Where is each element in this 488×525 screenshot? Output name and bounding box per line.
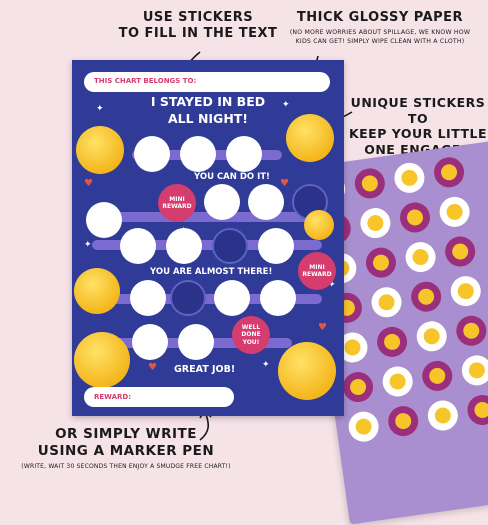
sticker-slot[interactable] <box>226 136 262 172</box>
motivation-message: GREAT JOB! <box>174 364 236 375</box>
sticker-slot[interactable] <box>248 184 284 220</box>
sticker <box>375 324 410 359</box>
marker-callout-note: (WRITE, WAIT 30 SECONDS THEN ENJOY A SMU… <box>21 462 231 470</box>
sticker <box>346 409 381 444</box>
star-icon: ✦ <box>96 104 104 114</box>
heart-icon: ♥ <box>280 178 289 189</box>
star-icon: ✦ <box>262 360 270 370</box>
heart-icon: ♥ <box>148 362 157 373</box>
sticker <box>443 234 478 269</box>
reward-chart: THIS CHART BELONGS TO: I STAYED IN BED A… <box>72 60 344 416</box>
sticker <box>454 313 488 348</box>
sticker <box>448 274 483 309</box>
progress-track <box>92 240 322 250</box>
sticker <box>437 194 472 229</box>
sticker <box>380 364 415 399</box>
sticker <box>341 370 375 404</box>
sticker-slot[interactable] <box>134 136 170 172</box>
name-field-label: THIS CHART BELONGS TO: <box>94 77 197 85</box>
nightcap-face-icon <box>304 210 334 240</box>
reward-field[interactable]: REWARD: <box>84 387 234 407</box>
heart-icon: ♥ <box>84 178 93 189</box>
sleepy-face-icon <box>76 126 124 174</box>
star-icon: ✦ <box>84 240 92 250</box>
sticker <box>432 155 466 190</box>
sticker-slot[interactable] <box>178 324 214 360</box>
sticker-slot[interactable] <box>120 228 156 264</box>
motivation-message: YOU CAN DO IT! <box>194 172 270 182</box>
stickers-callout-text: USE STICKERS TO FILL IN THE TEXT <box>118 10 278 42</box>
sticker <box>392 160 427 195</box>
paper-callout-title: THICK GLOSSY PAPER <box>296 10 464 25</box>
marker-callout: OR SIMPLY WRITE USING A MARKER PEN (WRIT… <box>6 426 246 471</box>
sticker-slot[interactable] <box>204 184 240 220</box>
sticker <box>420 358 455 393</box>
sparkle-slot[interactable] <box>212 228 248 264</box>
sparkle-slot[interactable] <box>170 280 206 316</box>
glasses-face-icon <box>286 114 334 162</box>
paper-callout: THICK GLOSSY PAPER (NO MORE WORRIES ABOU… <box>280 10 480 46</box>
sticker <box>403 240 438 275</box>
sticker-slot[interactable] <box>132 324 168 360</box>
sticker <box>358 206 393 240</box>
sticker <box>352 166 387 201</box>
name-field[interactable]: THIS CHART BELONGS TO: <box>84 72 330 92</box>
mini-reward-badge: MINI REWARD <box>158 184 196 222</box>
chart-title: I STAYED IN BED ALL NIGHT! <box>150 94 266 126</box>
sticker-slot[interactable] <box>180 136 216 172</box>
well-done-label: WELL DONE YOU! <box>241 324 261 346</box>
sticker-slot[interactable] <box>258 228 294 264</box>
sticker <box>398 200 432 235</box>
sticker <box>409 279 444 314</box>
progress-track <box>92 294 322 304</box>
star-icon: ✦ <box>282 100 290 110</box>
sticker <box>369 285 404 320</box>
mini-reward-label: MINI REWARD <box>302 263 332 278</box>
star-icon: ✦ <box>328 280 336 290</box>
mini-reward-badge: MINI REWARD <box>298 252 336 290</box>
motivation-message: YOU ARE ALMOST THERE! <box>150 267 273 277</box>
well-done-badge: WELL DONE YOU! <box>232 316 270 354</box>
sticker <box>414 319 449 354</box>
sticker <box>364 245 398 280</box>
sticker-slot[interactable] <box>86 202 122 238</box>
heart-icon: ♥ <box>318 322 327 333</box>
reward-field-label: REWARD: <box>94 393 131 401</box>
love-face-icon <box>278 342 336 400</box>
sticker-slot[interactable] <box>130 280 166 316</box>
happy-face-icon <box>74 332 130 388</box>
sticker <box>465 393 488 427</box>
sticker-slot[interactable] <box>166 228 202 264</box>
paper-callout-note: (NO MORE WORRIES ABOUT SPILLAGE, WE KNOW… <box>289 29 471 45</box>
sticker <box>425 398 460 433</box>
stickers-callout: USE STICKERS TO FILL IN THE TEXT <box>118 10 278 43</box>
sticker-slot[interactable] <box>214 280 250 316</box>
mini-reward-label: MINI REWARD <box>162 195 192 210</box>
sticker <box>386 404 421 439</box>
sticker <box>459 353 488 388</box>
marker-callout-title: OR SIMPLY WRITE USING A MARKER PEN <box>37 426 215 459</box>
sticker-slot[interactable] <box>260 280 296 316</box>
progress-track <box>92 212 322 222</box>
snoozing-face-icon <box>74 268 120 314</box>
